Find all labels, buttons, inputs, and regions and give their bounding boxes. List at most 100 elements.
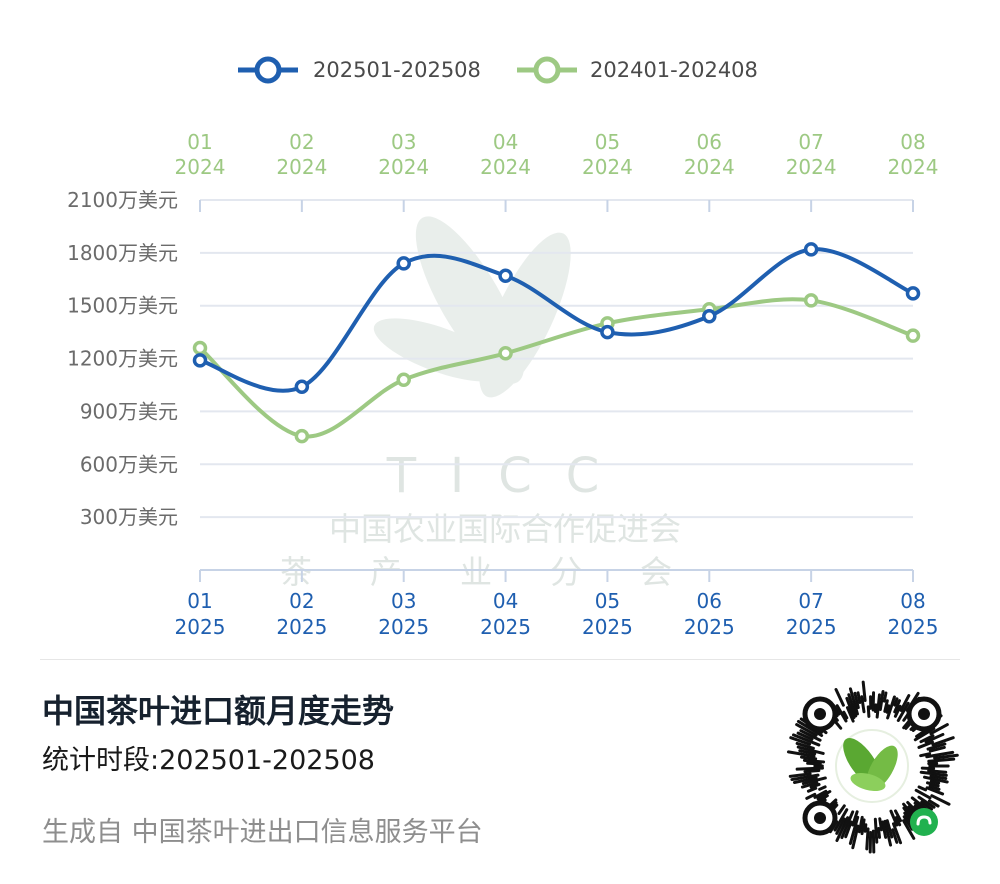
watermark-org-line: 中国农业国际合作促进会 <box>329 510 681 548</box>
y-tick-label: 900万美元 <box>80 399 178 423</box>
x-bottom-tick-year: 2025 <box>888 615 939 639</box>
x-top-tick-year: 2024 <box>582 155 633 179</box>
x-bottom-tick-year: 2025 <box>480 615 531 639</box>
qr-ray <box>875 693 881 719</box>
qr-ray <box>790 773 820 782</box>
qr-ray <box>835 817 846 835</box>
qr-code-icon[interactable] <box>782 676 962 856</box>
x-top-tick-month: 08 <box>900 130 925 154</box>
qr-ray <box>834 688 845 707</box>
qr-ray <box>889 809 899 827</box>
qr-ray <box>902 819 916 840</box>
x-bottom-tick-month: 01 <box>187 589 212 613</box>
qr-ray <box>844 820 853 839</box>
qr-ray <box>806 761 822 766</box>
qr-ray <box>919 734 935 744</box>
qr-ray <box>801 776 827 786</box>
qr-ray <box>789 736 812 746</box>
data-point-2025[interactable] <box>498 268 513 284</box>
qr-ray <box>845 696 856 720</box>
legend-label-2024: 202401-202408 <box>590 58 758 82</box>
x-bottom-tick-year: 2025 <box>276 615 327 639</box>
data-point-2024[interactable] <box>803 293 819 308</box>
qr-ray <box>873 817 879 844</box>
qr-ray <box>886 695 896 720</box>
qr-ray <box>837 804 846 816</box>
qr-ray <box>803 768 821 774</box>
qr-ray <box>813 789 828 799</box>
x-top-tick-month: 02 <box>289 130 314 154</box>
qr-ray <box>809 782 821 789</box>
qr-ray <box>924 732 945 744</box>
line-chart: TICC 中国农业国际合作促进会 茶产业分会 202501-202508 202… <box>67 56 939 639</box>
qr-ray <box>919 752 932 758</box>
y-tick-label: 2100万美元 <box>67 188 178 212</box>
qr-ray <box>929 723 949 736</box>
x-top-tick-year: 2024 <box>480 155 531 179</box>
qr-ray <box>800 781 819 789</box>
x-top-tick-month: 03 <box>391 130 416 154</box>
data-point-2024[interactable] <box>905 328 921 343</box>
legend-item-2025[interactable]: 202501-202508 <box>238 56 481 84</box>
x-bottom-tick-month: 05 <box>595 589 620 613</box>
data-point-2025[interactable] <box>294 379 310 395</box>
qr-ray <box>796 745 825 755</box>
qr-ray <box>845 706 855 723</box>
qr-finder-dot <box>918 708 930 720</box>
qr-ray <box>860 695 866 714</box>
qr-ray <box>919 770 948 777</box>
qr-ray <box>857 815 864 834</box>
qr-ray <box>931 736 955 747</box>
qr-ray <box>866 705 871 718</box>
data-point-2024[interactable] <box>192 340 208 356</box>
x-top-tick-year: 2024 <box>786 155 837 179</box>
data-point-2025[interactable] <box>702 309 717 324</box>
qr-ray <box>786 750 816 758</box>
qr-ray <box>893 699 901 714</box>
x-top-tick-month: 06 <box>697 130 722 154</box>
legend: 202501-202508 202401-202408 <box>238 56 758 84</box>
data-point-2025[interactable] <box>600 324 615 340</box>
source-text: 生成自 中国茶叶进出口信息服务平台 <box>42 817 483 848</box>
qr-ray <box>878 817 883 832</box>
qr-ray <box>929 774 948 780</box>
qr-ray <box>881 820 888 839</box>
legend-item-2024[interactable]: 202401-202408 <box>517 56 758 84</box>
qr-ray <box>896 701 910 722</box>
x-bottom-tick-month: 08 <box>900 589 925 613</box>
qr-ray <box>885 819 894 839</box>
x-top-tick-year: 2024 <box>888 155 939 179</box>
x-top-tick-year: 2024 <box>276 155 327 179</box>
legend-label-2025: 202501-202508 <box>313 58 481 82</box>
qr-ray <box>928 784 941 791</box>
qr-ray <box>927 757 956 763</box>
qr-ray <box>893 704 902 718</box>
x-bottom-tick-month: 06 <box>697 589 722 613</box>
qr-ray <box>930 794 951 806</box>
mini-program-badge-icon <box>910 808 938 836</box>
qr-ray <box>913 727 936 742</box>
qr-ray <box>802 758 826 764</box>
qr-ray <box>902 815 914 831</box>
y-tick-label: 1800万美元 <box>67 241 178 265</box>
qr-ray <box>796 719 824 737</box>
data-point-2025[interactable] <box>905 286 921 301</box>
qr-ray <box>798 749 817 756</box>
x-top-tick-year: 2024 <box>684 155 735 179</box>
x-bottom-tick-month: 07 <box>798 589 823 613</box>
qr-ray <box>923 775 949 784</box>
data-point-2024[interactable] <box>294 428 310 444</box>
qr-ray <box>917 740 934 749</box>
data-point-2025[interactable] <box>396 256 411 271</box>
data-point-2025[interactable] <box>192 353 208 368</box>
qr-ray <box>928 745 946 753</box>
qr-ray <box>851 824 860 850</box>
qr-ray <box>925 781 940 788</box>
qr-ray <box>792 776 818 784</box>
data-point-2024[interactable] <box>396 372 411 387</box>
qr-ray <box>894 816 902 827</box>
data-point-2025[interactable] <box>803 242 819 257</box>
qr-ray <box>847 693 858 718</box>
data-point-2024[interactable] <box>498 346 513 361</box>
qr-ray <box>799 729 822 742</box>
